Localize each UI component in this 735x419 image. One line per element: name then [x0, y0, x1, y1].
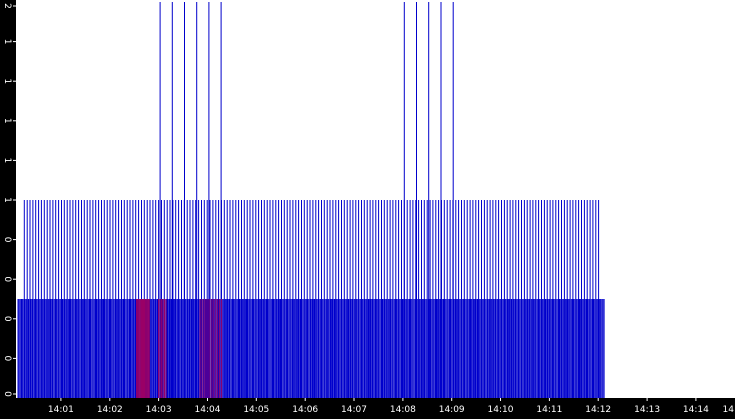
- x-tick-label: 14:11: [536, 405, 562, 415]
- x-tick-label: 14:13: [634, 405, 660, 415]
- y-tick-label: 0: [2, 237, 12, 243]
- x-tick-label: 14:02: [97, 405, 123, 415]
- x-tick-label: 14:09: [439, 405, 465, 415]
- x-tick-label: 14:08: [390, 405, 416, 415]
- y-tick-label: 0: [2, 356, 12, 362]
- x-tick-label: 14:04: [195, 405, 221, 415]
- bars-layer: [17, 2, 605, 398]
- y-tick-label: 1: [2, 158, 12, 164]
- x-axis: 14:01 14:02 14:03 14:04 14:05 14:06 14:07 14:08…: [48, 398, 735, 415]
- y-tick-label: 0: [2, 276, 12, 282]
- y-tick-label: 0: [2, 316, 12, 322]
- y-tick-label: 1: [2, 118, 12, 124]
- y-axis: 0 0 0 0 0 1 1 1 1 1 2: [2, 3, 16, 397]
- x-tick-label: 14:03: [146, 405, 172, 415]
- x-tick-label: 14: [723, 405, 735, 415]
- x-tick-label: 14:05: [243, 405, 269, 415]
- y-tick-label: 1: [2, 78, 12, 84]
- x-tick-label: 14:12: [585, 405, 611, 415]
- y-tick-label: 2: [2, 3, 12, 9]
- x-tick-label: 14:07: [341, 405, 367, 415]
- y-tick-label: 1: [2, 39, 12, 45]
- y-tick-label: 0: [2, 391, 12, 397]
- y-tick-label: 1: [2, 197, 12, 203]
- x-tick-label: 14:14: [683, 405, 709, 415]
- x-tick-label: 14:10: [488, 405, 514, 415]
- x-tick-label: 14:06: [292, 405, 318, 415]
- x-tick-label: 14:01: [48, 405, 74, 415]
